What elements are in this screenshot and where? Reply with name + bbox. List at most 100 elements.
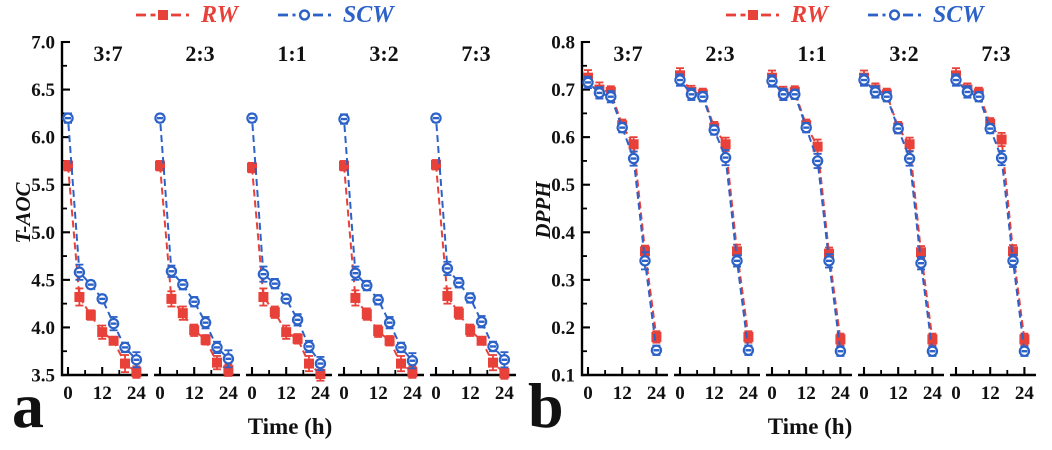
x-tick-label: 24 (219, 383, 239, 404)
scw-circle-marker-dash (294, 318, 301, 322)
x-tick-label: 0 (767, 383, 777, 404)
rw-line (771, 77, 842, 340)
x-tick-label: 0 (155, 383, 165, 404)
x-tick-label: 24 (647, 383, 667, 404)
y-tick-label: 4.0 (31, 318, 55, 339)
rw-square-marker (812, 141, 823, 152)
scw-circle-marker-dash (1021, 350, 1028, 353)
rw-square-marker (1019, 334, 1030, 345)
scw-circle-marker-dash (872, 90, 879, 94)
scw-circle-marker-dash (861, 78, 867, 82)
rw-square-marker (97, 327, 108, 338)
y-tick-label: 0.5 (551, 175, 575, 196)
x-tick-label: 0 (675, 383, 685, 404)
scw-circle-marker-dash (283, 297, 290, 301)
x-tick-label: 12 (797, 383, 816, 404)
rw-series (431, 159, 510, 380)
scw-circle-marker-dash (260, 272, 267, 276)
rw-square-marker (904, 139, 915, 150)
scw-circle-marker-dash (964, 90, 971, 94)
scw-circle-marker-dash (953, 78, 959, 82)
rw-square-marker (85, 310, 96, 321)
x-tick-label: 12 (369, 383, 388, 404)
legend-label-rw: RW (791, 2, 828, 28)
scw-circle-marker-dash (642, 259, 648, 263)
scw-circle-marker-dash (99, 297, 106, 301)
scw-circle-marker-dash (826, 259, 832, 263)
scw-circle-marker-dash (122, 346, 128, 349)
rw-square-marker (189, 325, 200, 336)
scw-circle-marker-dash (478, 320, 485, 323)
y-tick-label: 5.5 (31, 175, 55, 196)
rw-square-marker (108, 335, 119, 346)
scw-line (679, 79, 750, 351)
subpanel-ratio-label: 3:2 (889, 41, 918, 66)
scw-dash-circle-key-icon (867, 9, 921, 21)
scw-series (582, 75, 663, 356)
scw-circle-marker-dash (87, 283, 94, 286)
rw-square-marker (384, 335, 395, 346)
rw-square-marker (640, 246, 650, 257)
y-tick-label: 0.4 (551, 223, 575, 244)
scw-circle-marker-dash (975, 95, 982, 98)
rw-square-marker (315, 369, 326, 380)
scw-circle-marker-dash (837, 350, 844, 353)
legend-label-scw: SCW (932, 2, 984, 28)
legend-label-rw: RW (201, 2, 238, 28)
rw-square-marker (720, 139, 731, 150)
x-tick-label: 0 (247, 383, 257, 404)
x-tick-label: 24 (403, 383, 423, 404)
scw-series (430, 112, 511, 369)
subpanel-2:3: 0 12 24 2:3 (154, 41, 240, 404)
rw-dash-square-key-icon (136, 10, 189, 20)
subpanel-7:3: 0 12 24 7:3 (430, 41, 516, 404)
y-tick-label: 0.1 (551, 366, 575, 387)
subpanel-3:2: 0 12 24 3:2 (858, 41, 944, 404)
subpanel-ratio-label: 3:7 (93, 41, 122, 66)
subpanel-3:2: 0 12 24 3:2 (338, 41, 424, 404)
scw-circle-marker-dash (386, 321, 393, 324)
x-tick-label: 12 (461, 383, 480, 404)
scw-circle-marker-dash (352, 271, 359, 275)
subpanel-ratio-label: 1:1 (277, 41, 306, 66)
x-tick-label: 0 (339, 383, 349, 404)
x-tick-label: 0 (583, 383, 593, 404)
y-tick-label: 0.7 (551, 80, 575, 101)
x-tick-label: 24 (739, 383, 759, 404)
rw-line (863, 77, 934, 340)
panel-a: 3.5 4.0 4.5 5.0 5.5 6.0 6.5 7.0 0 12 24 3:7 0 12 24 2:3… (31, 33, 516, 404)
scw-circle-marker-dash (490, 345, 496, 348)
legend-panel-a: RW SCW (136, 3, 394, 27)
x-tick-label: 24 (127, 383, 147, 404)
scw-circle-marker-dash (214, 346, 220, 349)
x-tick-label: 12 (705, 383, 724, 404)
rw-square-marker (212, 357, 222, 368)
subpanel-3:7: 0 12 24 3:7 (62, 41, 148, 404)
rw-square-marker (166, 293, 177, 304)
subpanel-3:7: 0 12 24 3:7 (582, 41, 668, 404)
scw-circle-marker-dash (929, 350, 936, 353)
scw-circle-marker-dash (341, 117, 347, 121)
y-tick-label: 6.0 (31, 128, 55, 149)
scw-circle-marker-dash (191, 300, 198, 303)
scw-circle-marker-dash (987, 127, 994, 130)
rw-square-marker (396, 358, 406, 369)
subpanel-ratio-label: 7:3 (461, 41, 490, 66)
scw-circle-marker-dash (918, 262, 924, 265)
scw-series (246, 112, 327, 372)
scw-circle-marker-dash (745, 349, 752, 352)
y-tick-label: 3.5 (31, 366, 55, 387)
x-tick-label: 0 (63, 383, 73, 404)
scw-circle-marker-dash (677, 78, 683, 82)
rw-square-marker (223, 365, 234, 376)
rw-dash-square-key-icon (726, 10, 779, 20)
rw-square-marker (155, 160, 165, 171)
x-tick-label: 24 (831, 383, 851, 404)
scw-circle-marker-dash (769, 79, 775, 83)
rw-square-marker (835, 334, 846, 345)
rw-square-marker (247, 162, 257, 173)
y-tick-label: 6.5 (31, 80, 55, 101)
legend-item-rw: RW (726, 3, 828, 27)
scw-circle-marker-dash (630, 157, 637, 160)
scw-circle-marker-dash (688, 93, 695, 96)
